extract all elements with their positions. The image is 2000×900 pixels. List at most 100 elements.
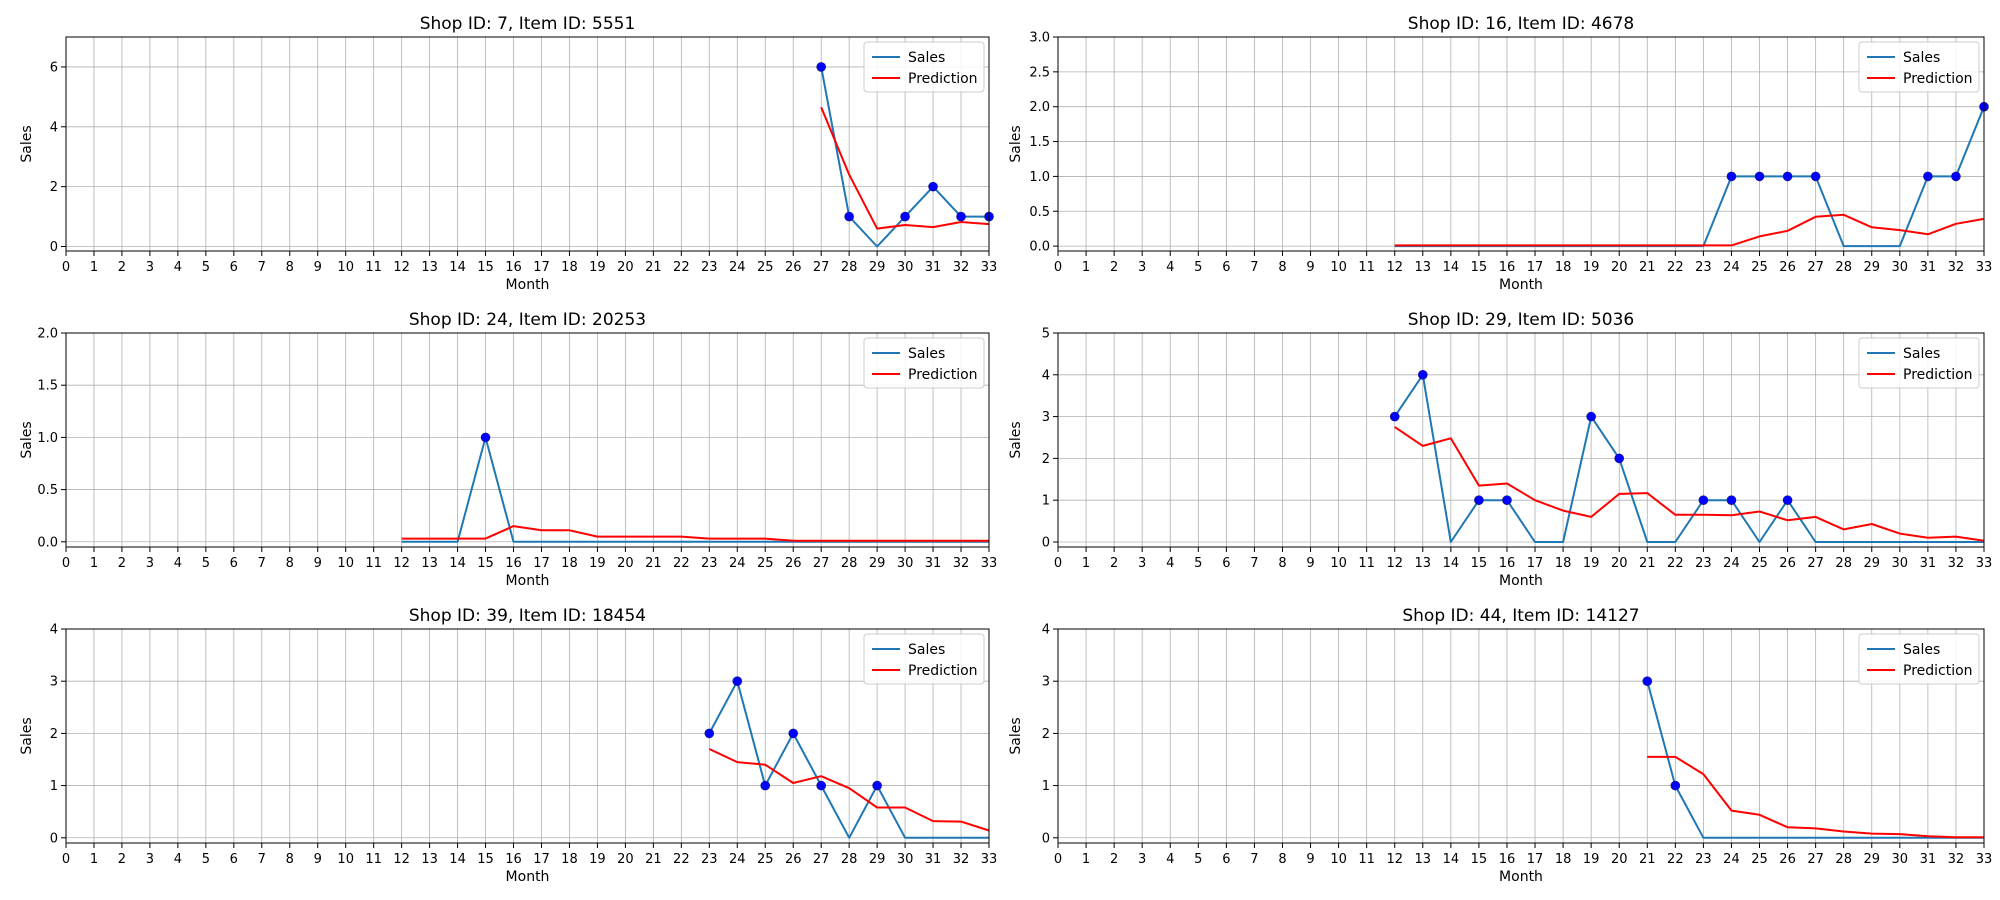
x-tick-label: 31 [925,852,942,867]
sales-point-marker [1923,171,1933,182]
y-tick-label: 0.0 [1029,240,1050,255]
x-tick-label: 0 [1054,260,1062,275]
sales-point-marker [1782,171,1793,182]
x-tick-label: 5 [1194,260,1202,275]
x-tick-label: 8 [286,852,294,867]
x-tick-label: 14 [1443,852,1460,867]
x-tick-label: 24 [729,556,746,571]
legend: Sales Prediction [863,41,985,93]
legend: Sales Prediction [863,633,985,685]
chart-panel-3: 0 1 2 3 4 5 6 7 8 9 10 11 12 13 14 15 16 17 18 19 20 21 22 23 24… [19,310,997,589]
x-tick-label: 19 [1583,556,1600,571]
x-tick-label: 12 [393,852,410,867]
x-tick-label: 10 [337,556,354,571]
legend: Sales Prediction [1858,337,1980,389]
y-tick-label: 0.5 [1029,205,1050,220]
x-tick-label: 18 [1555,852,1572,867]
chart-panel-1: 0 1 2 3 4 5 6 7 8 9 10 11 12 13 14 15 16 17 18 19 20 21 22 23 24… [19,14,997,293]
x-tick-label: 10 [1330,556,1347,571]
y-tick-label: 4 [1042,368,1050,383]
x-axis-label: Month [1499,869,1543,885]
x-tick-label: 29 [869,260,886,275]
y-tick-label: 3 [50,675,58,690]
x-tick-label: 5 [202,556,210,571]
x-tick-label: 21 [645,852,662,867]
x-tick-label: 25 [757,260,774,275]
x-tick-label: 9 [314,556,322,571]
y-tick-label: 1 [50,779,58,794]
chart-panel-2: 0 1 2 3 4 5 6 7 8 9 10 11 12 13 14 15 16 17 18 19 20 21 22 23 24… [1008,14,1992,293]
x-tick-label: 16 [1499,556,1516,571]
x-tick-label: 28 [841,852,858,867]
legend-prediction-label: Prediction [1903,663,1973,679]
y-tick-label: 0 [1042,535,1050,550]
y-axis-label: Sales [19,421,35,458]
x-tick-label: 30 [897,852,914,867]
x-tick-label: 11 [1358,852,1375,867]
x-tick-label: 15 [1471,556,1488,571]
y-tick-label: 3 [1042,410,1050,425]
x-tick-label: 5 [1194,556,1202,571]
x-tick-label: 28 [1835,852,1852,867]
prediction-series-line [401,525,989,542]
x-tick-label: 3 [146,260,154,275]
x-tick-label: 7 [1250,260,1258,275]
x-tick-label: 33 [981,556,998,571]
x-tick-label: 15 [1471,852,1488,867]
sales-point-marker [1726,495,1737,505]
x-tick-label: 17 [1527,260,1544,275]
y-tick-label: 4 [1042,623,1050,638]
x-tick-label: 31 [925,556,942,571]
x-tick-label: 21 [1639,260,1656,275]
x-tick-label: 12 [393,260,410,275]
x-tick-label: 28 [841,260,858,275]
x-tick-label: 32 [953,260,970,275]
prediction-series-line [1394,426,1985,542]
x-tick-label: 29 [869,852,886,867]
x-tick-label: 30 [897,260,914,275]
x-tick-label: 31 [1920,852,1937,867]
x-tick-label: 9 [314,852,322,867]
legend-sales-label: Sales [1903,50,1940,66]
x-tick-label: 32 [953,556,970,571]
x-tick-label: 1 [90,556,98,571]
x-axis-label: Month [1499,573,1543,589]
x-tick-label: 26 [1779,556,1796,571]
x-tick-label: 17 [1527,852,1544,867]
x-tick-label: 19 [589,260,606,275]
x-tick-label: 5 [1194,852,1202,867]
sales-point-marker [1417,369,1428,380]
x-tick-label: 22 [673,852,690,867]
legend-prediction-label: Prediction [908,663,978,679]
x-tick-label: 18 [1555,260,1572,275]
sales-point-marker [788,728,799,739]
x-tick-label: 24 [729,852,746,867]
x-tick-label: 2 [118,260,126,275]
x-tick-label: 1 [90,260,98,275]
y-tick-label: 2.5 [1029,65,1050,80]
x-tick-label: 24 [1723,556,1740,571]
x-tick-label: 21 [645,260,662,275]
y-tick-label: 1.0 [1029,170,1050,185]
x-tick-label: 14 [449,852,466,867]
x-tick-label: 12 [393,556,410,571]
x-tick-label: 21 [645,556,662,571]
y-tick-label: 0.0 [37,535,58,550]
x-tick-label: 4 [174,260,182,275]
x-tick-label: 11 [1358,260,1375,275]
x-tick-label: 14 [449,556,466,571]
x-tick-label: 24 [1723,852,1740,867]
x-axis-label: Month [506,573,550,589]
y-tick-label: 0.5 [37,483,58,498]
sales-point-marker [1642,676,1653,686]
x-tick-label: 13 [421,556,438,571]
sales-point-marker [928,181,938,192]
legend-prediction-label: Prediction [908,71,978,87]
legend-box [1858,41,1980,93]
x-tick-label: 0 [62,556,70,571]
x-tick-label: 10 [337,260,354,275]
x-tick-label: 26 [1779,260,1796,275]
x-tick-label: 15 [477,556,494,571]
x-tick-label: 30 [897,556,914,571]
y-tick-label: 2.0 [37,327,58,342]
